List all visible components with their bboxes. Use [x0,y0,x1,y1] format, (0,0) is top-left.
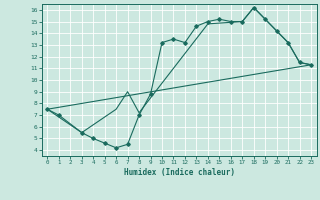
X-axis label: Humidex (Indice chaleur): Humidex (Indice chaleur) [124,168,235,177]
